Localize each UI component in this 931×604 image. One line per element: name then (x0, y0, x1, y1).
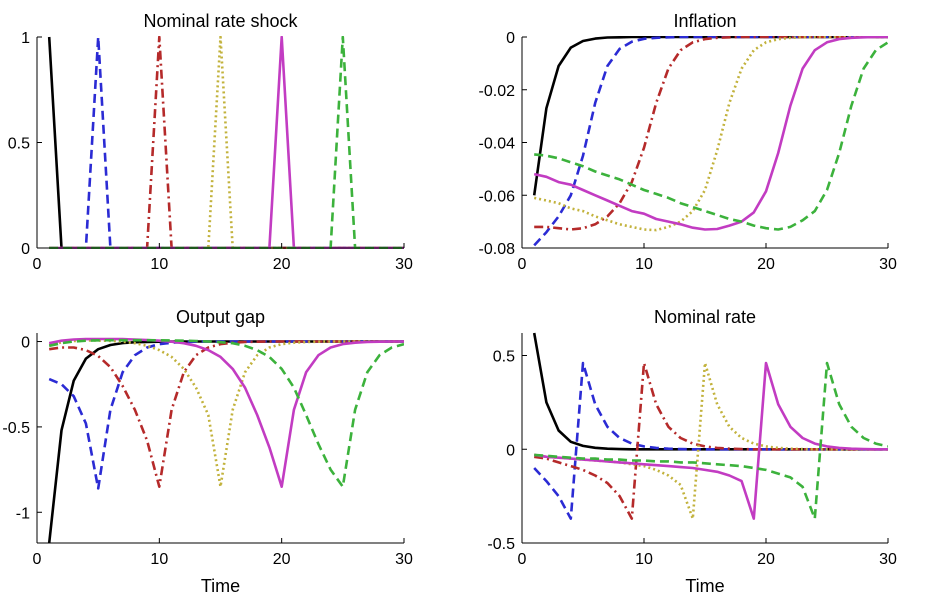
x-tick-label: 20 (273, 256, 291, 273)
series-line-1 (532, 36, 888, 196)
series-line-6 (48, 338, 404, 489)
y-tick-label: 0.5 (8, 136, 30, 153)
x-tick-label: 20 (757, 551, 775, 568)
series-line-3 (49, 340, 404, 489)
series-line-6 (534, 361, 888, 520)
x-axis-label: Time (685, 576, 724, 596)
y-tick-label: 0 (506, 442, 515, 459)
series-group (532, 36, 888, 247)
x-tick-label: 30 (395, 551, 413, 568)
chart-title: Nominal rate (654, 307, 756, 327)
series-group (47, 36, 404, 249)
series-line-5 (533, 36, 888, 231)
x-tick-label: 0 (33, 256, 42, 273)
series-line-4 (533, 361, 888, 520)
chart-title: Output gap (176, 307, 265, 327)
y-tick-label: -0.02 (479, 83, 516, 100)
chart-title: Nominal rate shock (143, 11, 298, 31)
y-tick-label: -0.06 (479, 188, 516, 205)
subplot-1: 0 10 20 30 0 0.5 1 Nominal rate shock (8, 11, 413, 273)
subplot-3: 0 10 20 30 0 -0.5 -1 Output gap Time (2, 307, 413, 596)
x-tick-label: 20 (273, 551, 291, 568)
x-tick-label: 0 (518, 256, 527, 273)
x-tick-label: 20 (757, 256, 775, 273)
y-tick-label: -0.5 (487, 536, 515, 553)
x-tick-label: 30 (879, 256, 897, 273)
series-line-2 (533, 361, 888, 520)
x-tick-label: 10 (150, 551, 168, 568)
y-tick-label: -0.08 (479, 241, 516, 258)
series-line-3 (534, 36, 888, 231)
y-tick-label: -0.5 (2, 420, 30, 437)
x-tick-label: 10 (150, 256, 168, 273)
series-group (47, 337, 404, 544)
x-axis-label: Time (201, 576, 240, 596)
x-tick-label: 30 (879, 551, 897, 568)
subplot-2: 0 10 20 30 0 -0.02 -0.04 -0.06 -0.08 Inflation (479, 11, 897, 273)
y-tick-label: 1 (21, 30, 30, 47)
series-line-4 (49, 36, 404, 249)
y-tick-label: 0.5 (493, 349, 515, 366)
series-line-5 (533, 361, 888, 520)
y-tick-label: -0.04 (479, 136, 516, 153)
series-line-4 (533, 36, 888, 232)
series-line-6 (534, 41, 888, 231)
series-line-1 (47, 340, 404, 544)
series-group (532, 332, 888, 520)
y-tick-label: 0 (506, 30, 515, 47)
x-tick-label: 0 (518, 551, 527, 568)
x-tick-label: 30 (395, 256, 413, 273)
series-line-2 (533, 36, 888, 247)
chart-title: Inflation (673, 11, 736, 31)
x-tick-label: 0 (33, 551, 42, 568)
y-tick-label: 0 (21, 241, 30, 258)
series-line-3 (534, 361, 888, 520)
y-tick-label: 0 (21, 335, 30, 352)
y-tick-label: -1 (16, 505, 30, 522)
x-tick-label: 10 (635, 256, 653, 273)
series-line-4 (48, 339, 404, 489)
x-tick-label: 10 (635, 551, 653, 568)
